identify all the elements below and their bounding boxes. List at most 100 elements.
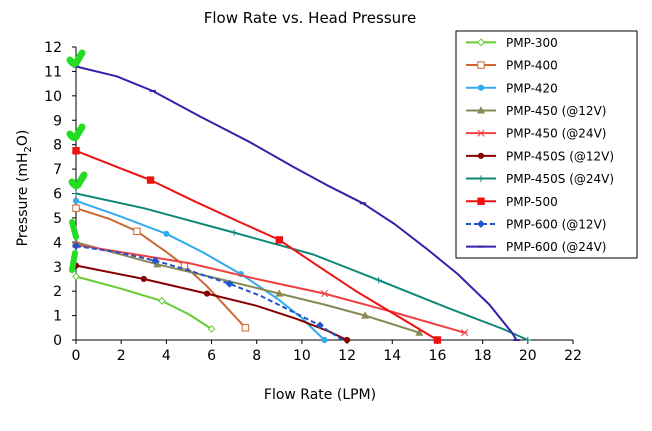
y-tick-label: 8: [53, 138, 62, 154]
green-bracket-mark: [69, 250, 78, 273]
legend: PMP-300 PMP-400 PMP-420 PMP-450 (@12V) PMP-4…: [455, 30, 638, 259]
series-pmp-450-24v: [72, 241, 469, 337]
legend-item: PMP-450 (@24V): [466, 127, 606, 141]
y-tick-label: 11: [44, 64, 62, 80]
legend-label: PMP-600 (@24V): [506, 240, 606, 254]
data-point: [461, 329, 469, 337]
legend-label: PMP-500: [506, 195, 558, 209]
legend-label: PMP-450S (@24V): [506, 172, 614, 186]
data-point: [207, 325, 216, 333]
series-pmp-400: [72, 204, 250, 332]
legend-marker: [477, 61, 485, 69]
series-pmp-500: [72, 147, 442, 344]
data-point: [343, 336, 351, 344]
legend-marker: [477, 84, 485, 91]
x-tick-label: 0: [72, 348, 81, 364]
legend-marker: [477, 152, 485, 159]
y-axis-label: Pressure (mH2O): [15, 130, 34, 247]
legend-item: PMP-450S (@12V): [466, 149, 614, 163]
data-point: [241, 324, 250, 332]
y-tick-label: 0: [53, 333, 62, 349]
data-point: [230, 229, 238, 236]
y-axis-label-tail: O): [15, 130, 31, 146]
data-point: [72, 204, 80, 212]
x-tick-label: 10: [293, 348, 311, 364]
series-pmp-450s-24v: [72, 190, 532, 344]
data-point: [433, 336, 442, 344]
x-tick-label: 8: [252, 348, 261, 364]
legend-marker: [477, 38, 485, 47]
x-tick-label: 14: [383, 348, 401, 364]
x-axis-label: Flow Rate (LPM): [264, 387, 376, 403]
data-point: [225, 279, 234, 288]
svg-text:Pressure (mH2O): Pressure (mH2O): [15, 130, 34, 247]
x-tick-label: 12: [338, 348, 356, 364]
series-pmp-600-12v: [72, 242, 344, 341]
data-point: [157, 297, 166, 305]
green-check-icon: [66, 123, 86, 142]
series-line: [75, 243, 465, 334]
data-point: [72, 272, 80, 281]
y-tick-label: 10: [44, 89, 62, 105]
legend-label: PMP-450 (@24V): [506, 127, 606, 141]
y-tick-label: 2: [53, 284, 62, 300]
data-point: [146, 176, 155, 184]
data-point: [72, 147, 80, 155]
series-line: [75, 241, 420, 334]
y-tick-label: 1: [53, 309, 62, 325]
data-point: [203, 290, 211, 297]
data-point: [316, 321, 324, 330]
data-point: [151, 256, 159, 265]
legend-marker: [477, 197, 485, 205]
y-tick-label: 7: [53, 162, 62, 178]
y-axis-label-main: Pressure (mH: [15, 153, 31, 247]
legend-item: PMP-420: [466, 81, 558, 95]
legend-label: PMP-400: [506, 59, 558, 73]
x-tick-label: 6: [207, 348, 216, 364]
data-point: [275, 289, 284, 297]
x-tick-label: 2: [117, 348, 126, 364]
legend-item: PMP-500: [466, 195, 558, 209]
legend-label: PMP-450 (@12V): [506, 104, 606, 118]
series-line: [75, 207, 247, 329]
x-tick-label: 20: [519, 348, 537, 364]
series-line: [75, 192, 529, 341]
legend-label: PMP-450S (@12V): [506, 149, 614, 163]
legend-marker: [477, 129, 485, 137]
legend-label: PMP-300: [506, 36, 558, 50]
legend-item: PMP-450S (@24V): [466, 172, 614, 186]
legend-marker: [477, 220, 485, 228]
data-point: [321, 336, 328, 344]
legend-item: PMP-400: [466, 59, 558, 73]
x-tick-label: 22: [564, 348, 582, 364]
data-point: [415, 328, 424, 336]
y-axis-label-subscript: 2: [23, 146, 34, 152]
data-point: [163, 230, 170, 237]
data-point: [361, 311, 370, 319]
legend-box: [455, 30, 638, 259]
y-tick-label: 3: [53, 260, 62, 276]
series-pmp-450-12v: [71, 238, 424, 336]
green-bracket-mark: [69, 219, 79, 240]
series-line: [75, 149, 439, 341]
series-layer: [71, 65, 532, 344]
legend-label: PMP-420: [506, 81, 558, 95]
legend-item: PMP-300: [466, 36, 558, 50]
y-tick-label: 5: [53, 211, 62, 227]
y-tick-label: 4: [53, 235, 62, 251]
data-point: [320, 290, 329, 298]
data-point: [133, 227, 141, 236]
legend-item: PMP-450 (@12V): [466, 104, 606, 118]
data-point: [375, 276, 382, 284]
x-tick-label: 18: [474, 348, 492, 364]
x-tick-label: 4: [162, 348, 171, 364]
y-tick-label: 9: [53, 113, 62, 129]
x-tick-label: 16: [429, 348, 447, 364]
series-pmp-600-24v: [72, 65, 520, 341]
legend-label: PMP-600 (@12V): [506, 217, 606, 231]
y-tick-label: 6: [53, 187, 62, 203]
y-tick-label: 12: [44, 40, 62, 56]
series-pmp-420: [72, 197, 328, 344]
